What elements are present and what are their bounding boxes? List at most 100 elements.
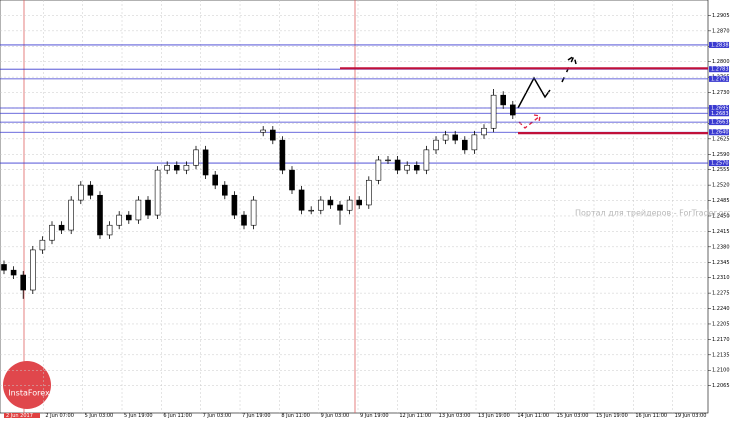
level-label-box bbox=[709, 66, 729, 73]
candle-body bbox=[423, 149, 430, 171]
x-tick-label: 19 Jun 03:00 bbox=[675, 413, 707, 418]
y-tick-label: 1.2380 bbox=[712, 244, 730, 250]
candle-body bbox=[68, 199, 74, 231]
y-tick-label: 1.2555 bbox=[712, 167, 730, 173]
x-tick-label: 14 Jun 11:00 bbox=[517, 413, 549, 418]
candle-body bbox=[106, 224, 113, 236]
x-label-box bbox=[4, 413, 40, 418]
candle-body bbox=[39, 239, 46, 251]
candle-body bbox=[279, 139, 286, 171]
y-tick-label: 1.2485 bbox=[712, 198, 730, 204]
candle-body bbox=[126, 214, 132, 221]
level-label: 1.2761 bbox=[711, 76, 729, 82]
logo-text: InstaForex bbox=[8, 389, 50, 398]
x-tick-label: 8 Jun 11:00 bbox=[281, 413, 310, 418]
y-tick-label: 1.2345 bbox=[712, 260, 730, 266]
candle-body bbox=[212, 174, 218, 186]
candle-body bbox=[404, 164, 411, 171]
x-tick-label: 9 Jun 19:00 bbox=[360, 413, 389, 418]
level-label: 1.2663 bbox=[711, 120, 729, 126]
candle-body bbox=[202, 149, 209, 176]
level-label-box bbox=[709, 119, 729, 126]
x-tick-label: 15 Jun 19:00 bbox=[596, 413, 628, 418]
candle-body bbox=[385, 159, 391, 162]
x-tick-label: 12 Jun 11:00 bbox=[399, 413, 431, 418]
candle-body bbox=[49, 224, 55, 241]
y-tick-label: 1.2205 bbox=[712, 321, 730, 327]
x-tick-label: 2 Jun 07:00 bbox=[45, 413, 74, 418]
x-tick-label: 2 Jun 2017 bbox=[6, 413, 33, 418]
y-tick-label: 1.2310 bbox=[712, 275, 730, 281]
candle-body bbox=[10, 269, 17, 276]
y-tick-label: 1.2905 bbox=[712, 13, 730, 19]
y-tick-label: 1.2170 bbox=[712, 337, 730, 343]
candle-body bbox=[289, 169, 295, 191]
candle-body bbox=[97, 194, 103, 236]
level-label-box bbox=[709, 129, 729, 136]
candle-body bbox=[222, 184, 228, 196]
x-tick-label: 5 Jun 03:00 bbox=[85, 413, 114, 418]
candle-body bbox=[452, 134, 459, 141]
candle-body bbox=[346, 199, 353, 211]
candle-body bbox=[250, 199, 257, 226]
candle-body bbox=[231, 194, 238, 216]
level-label: 1.2695 bbox=[711, 105, 729, 111]
candle-body bbox=[260, 129, 267, 133]
candle-body bbox=[413, 164, 420, 171]
level-label: 1.2640 bbox=[711, 130, 729, 136]
level-label: 1.2683 bbox=[711, 111, 729, 117]
candle-body bbox=[78, 184, 84, 201]
level-label: 1.2570 bbox=[711, 161, 729, 167]
x-tick-label: 7 Jun 19:00 bbox=[242, 413, 271, 418]
y-tick-label: 1.2870 bbox=[712, 28, 730, 34]
x-tick-label: 16 Jun 11:00 bbox=[635, 413, 667, 418]
y-tick-label: 1.2625 bbox=[712, 136, 730, 142]
level-label: 1.2783 bbox=[711, 67, 729, 73]
candle-body bbox=[58, 224, 65, 231]
candle-body bbox=[20, 274, 27, 291]
candle-body bbox=[269, 129, 276, 141]
level-label-box bbox=[709, 41, 729, 48]
candle-body bbox=[481, 127, 487, 136]
x-tick-label: 6 Jun 11:00 bbox=[163, 413, 192, 418]
x-tick-label: 5 Jun 19:00 bbox=[124, 413, 153, 418]
candle-body bbox=[461, 139, 468, 151]
y-tick-label: 1.2275 bbox=[712, 291, 730, 297]
candle-body bbox=[116, 214, 122, 226]
logo: InstaForex bbox=[3, 361, 51, 409]
y-tick-label: 1.2100 bbox=[712, 368, 730, 374]
y-tick-label: 1.2240 bbox=[712, 306, 730, 312]
candle-body bbox=[327, 199, 334, 206]
watermark: Портал для трейдеров - ForTrader.org bbox=[575, 209, 730, 218]
x-tick-label: 13 Jun 19:00 bbox=[478, 413, 510, 418]
y-tick-label: 1.2800 bbox=[712, 59, 730, 65]
level-label-box bbox=[709, 75, 729, 82]
y-tick-label: 1.2135 bbox=[712, 352, 730, 358]
candle-body bbox=[375, 159, 382, 181]
candle-body bbox=[490, 94, 497, 129]
logo-circle bbox=[3, 361, 51, 409]
y-tick-label: 1.2065 bbox=[712, 383, 730, 389]
level-label: 1.2838 bbox=[711, 42, 729, 48]
candle-body bbox=[356, 199, 363, 206]
candle-body bbox=[183, 164, 190, 171]
candle-body bbox=[433, 139, 439, 151]
candle-body bbox=[154, 169, 161, 216]
candle-body bbox=[308, 209, 315, 212]
level-label-box bbox=[709, 160, 729, 167]
level-label-box bbox=[709, 104, 729, 111]
level-label-box bbox=[709, 110, 729, 117]
candle-body bbox=[365, 179, 372, 206]
candle-body bbox=[298, 189, 305, 211]
candle-body bbox=[394, 159, 401, 171]
candle-body bbox=[193, 149, 199, 166]
forecast-arrow bbox=[517, 76, 551, 109]
candle-body bbox=[442, 134, 449, 141]
candle-body bbox=[164, 164, 170, 171]
y-tick-label: 1.2590 bbox=[712, 152, 730, 158]
y-tick-label: 1.2730 bbox=[712, 90, 730, 96]
x-tick-label: 13 Jun 03:00 bbox=[439, 413, 471, 418]
x-tick-label: 7 Jun 03:00 bbox=[203, 413, 232, 418]
y-tick-label: 1.2520 bbox=[712, 183, 730, 189]
